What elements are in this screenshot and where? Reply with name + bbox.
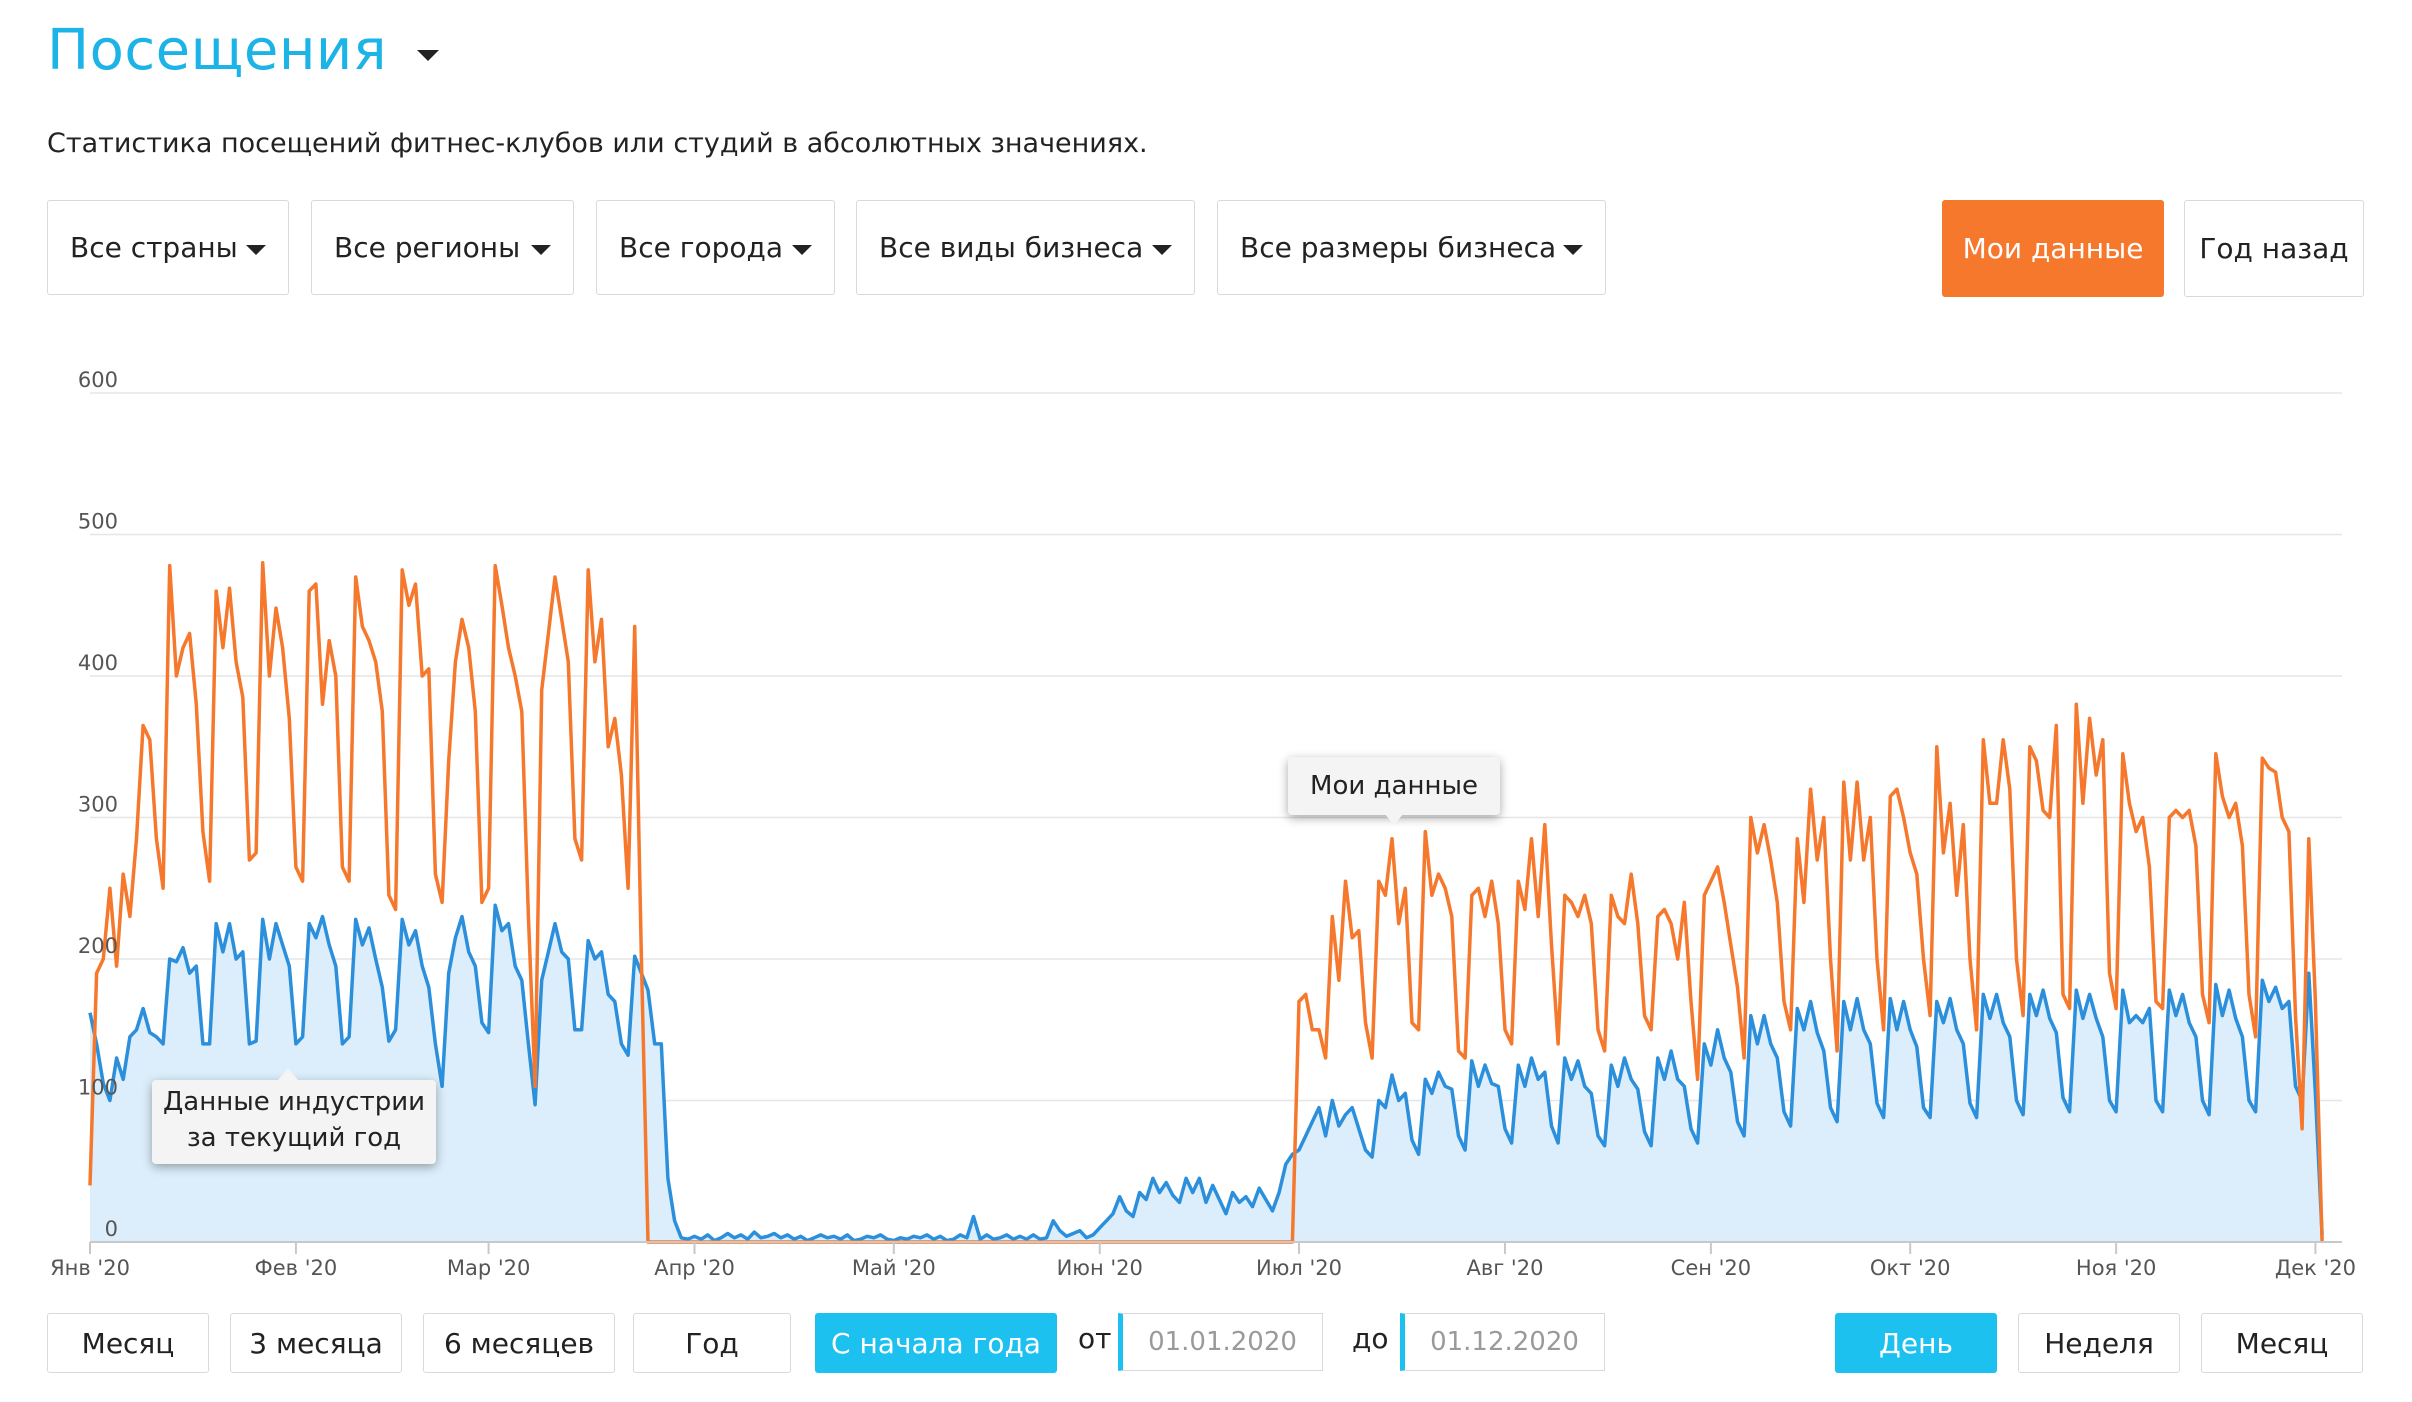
area-layer <box>90 905 2323 1242</box>
line-layer <box>88 561 2324 1244</box>
x-tick-label: Окт '20 <box>1870 1256 1951 1280</box>
my-data-tooltip-text: Мои данные <box>1310 771 1478 801</box>
industry-series-area <box>90 905 2323 1242</box>
business-size-filter-label: Все размеры бизнеса <box>1240 231 1557 264</box>
city-filter-label: Все города <box>619 231 783 264</box>
x-tick-label: Янв '20 <box>50 1256 130 1280</box>
x-tick-label: Июл '20 <box>1256 1256 1342 1280</box>
chevron-down-icon <box>246 245 266 255</box>
date-to-label: до <box>1352 1322 1389 1355</box>
y-tick-label: 300 <box>78 793 118 817</box>
y-tick-label: 200 <box>78 934 118 958</box>
y-tick-label: 500 <box>78 510 118 534</box>
x-tick-label: Май '20 <box>852 1256 936 1280</box>
range-ytd-button[interactable]: С начала года <box>815 1313 1057 1373</box>
granularity-month-button[interactable]: Месяц <box>2201 1313 2363 1373</box>
range-6-months-button[interactable]: 6 месяцев <box>423 1313 615 1373</box>
range-month-button[interactable]: Месяц <box>47 1313 209 1373</box>
my-data-series-line <box>88 561 2324 1244</box>
page-subtitle: Статистика посещений фитнес-клубов или с… <box>47 128 1148 159</box>
x-tick-label: Дек '20 <box>2275 1256 2356 1280</box>
title-dropdown-chevron-icon[interactable] <box>417 50 440 61</box>
chevron-down-icon <box>531 245 551 255</box>
date-from-input[interactable] <box>1118 1313 1323 1371</box>
page-title: Посещения <box>47 18 388 83</box>
country-filter-label: Все страны <box>70 231 238 264</box>
industry-tooltip-line1: Данные индустрии <box>162 1087 426 1117</box>
country-filter[interactable]: Все страны <box>47 200 289 295</box>
tooltip-arrow-icon <box>1384 813 1404 825</box>
y-tick-label: 100 <box>78 1076 118 1100</box>
chevron-down-icon <box>1563 245 1583 255</box>
x-tick-label: Авг '20 <box>1466 1256 1543 1280</box>
year-ago-toggle[interactable]: Год назад <box>2184 200 2364 297</box>
x-tick-label: Апр '20 <box>654 1256 735 1280</box>
x-tick-label: Сен '20 <box>1671 1256 1751 1280</box>
range-3-months-button[interactable]: 3 месяца <box>230 1313 402 1373</box>
date-to-input[interactable] <box>1400 1313 1605 1371</box>
chevron-down-icon <box>1152 245 1172 255</box>
x-tick-label: Мар '20 <box>447 1256 531 1280</box>
industry-series-line <box>88 903 2324 1243</box>
x-tick-label: Фев '20 <box>255 1256 338 1280</box>
visits-chart: 0 100 200 300 400 500 600 Янв '20 Фев '20 Мар '20… <box>50 368 2356 1280</box>
business-size-filter[interactable]: Все размеры бизнеса <box>1217 200 1606 295</box>
city-filter[interactable]: Все города <box>596 200 835 295</box>
chevron-down-icon <box>792 245 812 255</box>
granularity-week-button[interactable]: Неделя <box>2018 1313 2180 1373</box>
industry-tooltip: Данные индустрии за текущий год <box>152 1068 436 1164</box>
y-tick-label: 0 <box>105 1217 118 1241</box>
granularity-day-button[interactable]: День <box>1835 1313 1997 1373</box>
business-type-filter[interactable]: Все виды бизнеса <box>856 200 1195 295</box>
industry-tooltip-line2: за текущий год <box>186 1123 402 1153</box>
business-type-filter-label: Все виды бизнеса <box>879 231 1144 264</box>
region-filter[interactable]: Все регионы <box>311 200 574 295</box>
range-year-button[interactable]: Год <box>633 1313 791 1373</box>
y-tick-label: 400 <box>78 651 118 675</box>
page-title-row[interactable]: Посещения <box>47 18 440 83</box>
region-filter-label: Все регионы <box>334 231 521 264</box>
date-from-label: от <box>1078 1322 1112 1355</box>
tooltip-arrow-icon <box>278 1068 298 1080</box>
my-data-toggle[interactable]: Мои данные <box>1942 200 2164 297</box>
x-tick-label: Ноя '20 <box>2076 1256 2156 1280</box>
axis: 0 100 200 300 400 500 600 Янв '20 Фев '20 Мар '20… <box>50 368 2356 1280</box>
x-tick-label: Июн '20 <box>1057 1256 1143 1280</box>
my-data-tooltip: Мои данные <box>1288 757 1500 825</box>
y-tick-label: 600 <box>78 368 118 392</box>
